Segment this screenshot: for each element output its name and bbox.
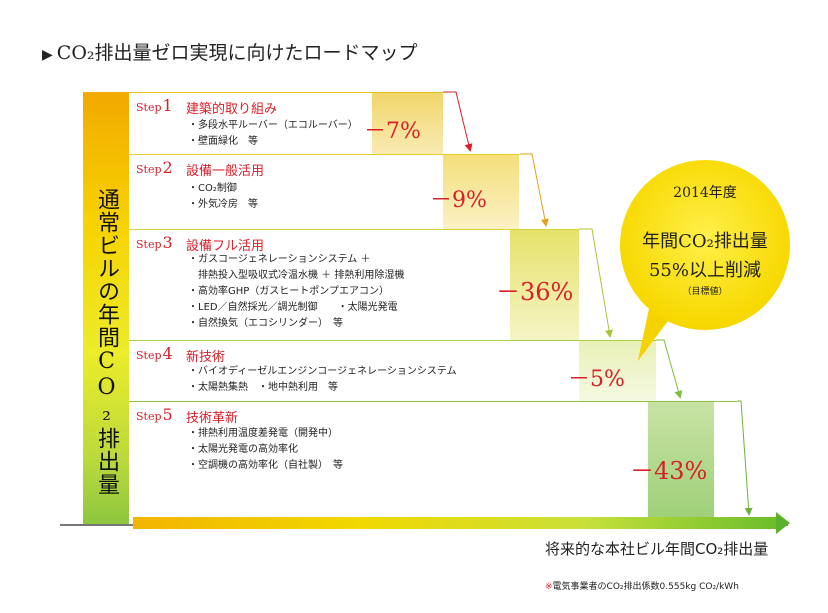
step4-item-list: ・バイオディーゼルエンジンコージェネレーションシステム ・太陽熱集熱 ・地中熱利… [188,364,457,396]
callout-year: 2014年度 [620,182,790,202]
list-item: ・排熱利用温度差発電（開発中） [188,426,343,442]
callout-note: （目標値） [620,284,790,297]
list-item: ・自然換気（エコシリンダー） 等 [188,316,404,332]
step1-connector-arrow [443,92,470,150]
step5-connector-arrow [737,401,749,514]
list-item: ・外気冷房 等 [188,197,258,213]
step4-title: 新技術 [186,346,225,365]
title-text: CO₂排出量ゼロ実現に向けたロードマップ [57,42,418,64]
footnote: ※電気事業者のCO₂排出係数0.555kg CO₂/kWh [545,579,739,592]
step2-title: 設備一般活用 [186,160,264,179]
step1-title: 建築的取り組み [186,98,277,117]
list-item: ・太陽熱集熱 ・地中熱利用 等 [188,380,457,396]
step3-item-list: ・ガスコージェネレーションシステム ＋ 排熱投入型吸収式冷温水機 ＋ 排熱利用除… [188,252,404,332]
footnote-mark: ※ [545,582,553,592]
step5-reduction: －43% [630,451,707,486]
step4-label: Step4 [136,344,173,363]
callout-line1: 年間CO₂排出量 [620,227,790,253]
step3-connector-arrow [579,229,610,336]
step2-reduction: －9% [430,182,487,214]
step1-label: Step1 [136,96,173,115]
step5-item-list: ・排熱利用温度差発電（開発中） ・太陽光発電の高効率化 ・空調機の高効率化（自社… [188,426,343,474]
step5-label: Step5 [136,405,173,424]
arrow-head-icon [776,512,790,534]
target-callout: 2014年度 年間CO₂排出量 55%以上削減 （目標値） [620,160,790,330]
list-item: ・LED／自然採光／調光制御 ・太陽光発電 [188,300,404,316]
list-item: ・CO₂制御 [188,181,258,197]
step3-label: Step3 [136,233,173,252]
step4-reduction: －5% [568,361,625,393]
list-item: ・壁面緑化 等 [188,134,358,150]
baseline-emissions-label: 通常ビルの年間CO₂排出量 [83,188,129,496]
step2-item-list: ・CO₂制御 ・外気冷房 等 [188,181,258,213]
step5-top-line [129,401,737,402]
list-item: ・高効率GHP（ガスヒートポンプエアコン） [188,284,404,300]
list-item: ・バイオディーゼルエンジンコージェネレーションシステム [188,364,457,380]
footnote-text: 電気事業者のCO₂排出係数0.555kg CO₂/kWh [553,582,739,592]
list-item: ・空調機の高効率化（自社製） 等 [188,458,343,474]
list-item: ・多段水平ルーバー（エコルーバー） [188,118,358,134]
step4-top-line [129,340,656,341]
step1-item-list: ・多段水平ルーバー（エコルーバー） ・壁面緑化 等 [188,118,358,150]
future-emissions-arrow [133,517,778,529]
list-item: ・太陽光発電の高効率化 [188,442,343,458]
triangle-bullet-icon: ▶ [42,47,53,63]
callout-line2: 55%以上削減 [620,256,790,282]
step2-connector-arrow [520,154,546,225]
step2-label: Step2 [136,158,173,177]
step3-reduction: －36% [496,272,573,307]
page-title: ▶ CO₂排出量ゼロ実現に向けたロードマップ [42,38,418,65]
list-item: 排熱投入型吸収式冷温水機 ＋ 排熱利用除湿機 [188,268,404,284]
list-item: ・ガスコージェネレーションシステム ＋ [188,252,404,268]
future-emissions-label: 将来的な本社ビル年間CO₂排出量 [545,538,768,559]
step5-title: 技術革新 [186,407,238,426]
step1-reduction: －7% [364,113,421,145]
